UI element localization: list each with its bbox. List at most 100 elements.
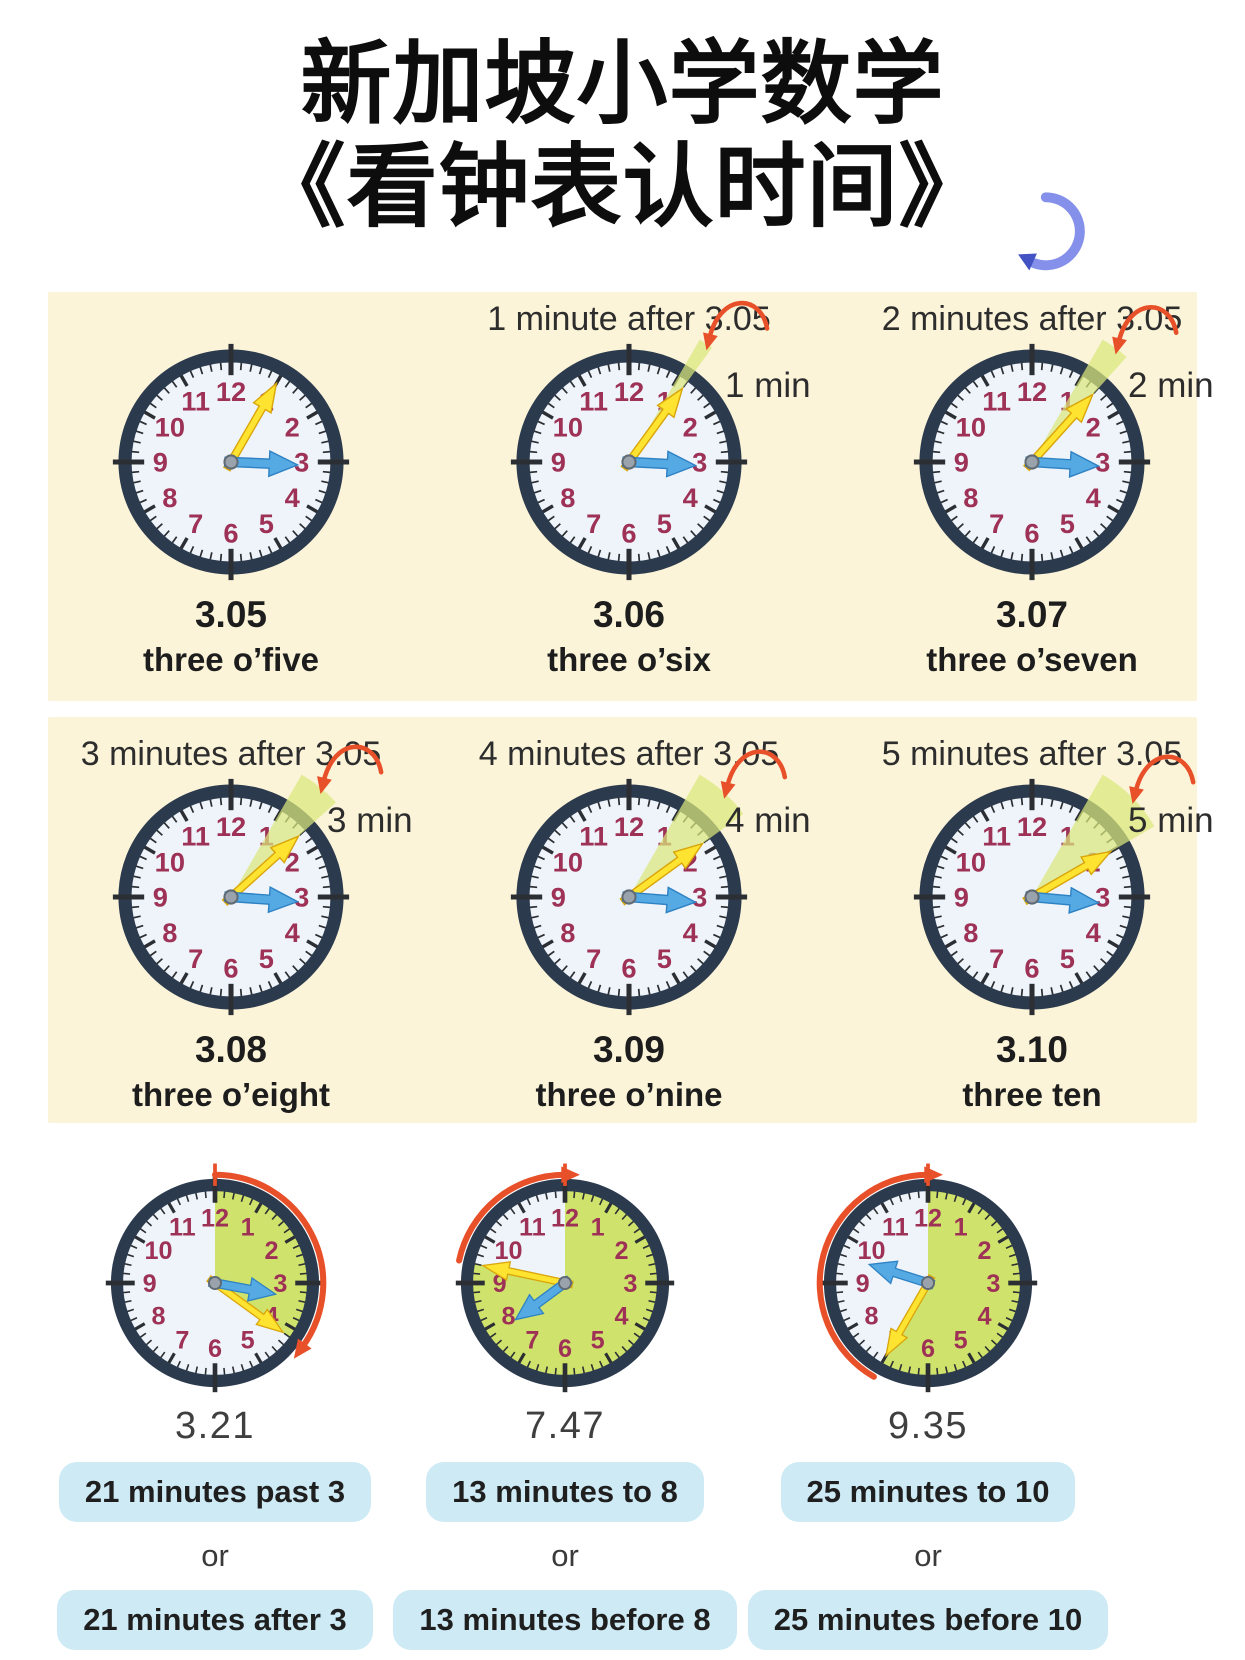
clock-numeral: 3 [294,882,309,913]
clock-numeral: 5 [591,1326,605,1354]
clock-numeral: 12 [914,1205,942,1233]
clock-numeral: 10 [155,411,185,442]
clock-numeral: 6 [1024,952,1039,983]
time-words: three o’six [547,641,711,678]
clock-numeral: 6 [558,1335,572,1363]
clock-numeral: 7 [989,943,1004,974]
time-words: three o’eight [131,1076,331,1113]
clock-numeral: 6 [223,517,238,548]
clock-numeral: 11 [982,385,1011,416]
center-pin [921,1276,935,1290]
clock-numeral: 10 [494,1237,522,1265]
clock-numeral: 7 [525,1326,539,1354]
clock-numeral: 10 [144,1237,172,1265]
clock-numeral: 8 [560,482,575,513]
clock-numeral: 9 [954,882,969,913]
clock-numeral: 9 [551,447,566,478]
clock-numeral: 11 [982,820,1011,851]
clock-numeral: 2 [978,1237,992,1265]
clock-numeral: 3 [692,447,707,478]
clock-numeral: 5 [1060,943,1075,974]
clock-numeral: 4 [978,1303,992,1331]
clock-numeral: 4 [285,917,301,948]
clock-header: 2 minutes after 3.05 [881,300,1183,338]
clock-numeral: 4 [615,1303,629,1331]
clock-numeral: 3 [692,882,707,913]
clock-numeral: 8 [963,482,978,513]
time-label: 3.21 [175,1405,255,1447]
clock-numeral: 12 [614,811,644,842]
clock-numeral: 9 [551,882,566,913]
clock-numeral: 9 [153,882,168,913]
clock-numeral: 8 [864,1303,878,1331]
center-pin [558,1276,572,1290]
clock-numeral: 2 [285,411,300,442]
clock-numeral: 7 [586,508,601,539]
time-label: 9.35 [888,1405,968,1447]
clock-numeral: 8 [560,917,575,948]
time-words: three ten [962,1076,1102,1113]
pointer-arrow [725,749,788,789]
page-title-line-2: 《看钟表认时间》 [254,136,991,238]
minutes-wedge [231,774,337,897]
phrase-badge-primary: 21 minutes past 3 [58,1462,372,1522]
clock-numeral: 9 [954,447,969,478]
phrase-badge-primary: 25 minutes to 10 [780,1462,1076,1522]
elapsed-sector [881,1190,1021,1376]
clock-numeral: 12 [614,376,644,407]
clock-numeral: 5 [954,1326,968,1354]
clock-numeral: 6 [223,952,238,983]
page-title: 新加坡小学数学 《看钟表认时间》 [0,34,1245,240]
pointer-arrow [1116,305,1179,345]
pointer-arrow [1133,754,1196,794]
clock-numeral: 5 [259,943,274,974]
phrase-badge-alternate: 25 minutes before 10 [747,1590,1109,1650]
clock-numeral: 8 [162,917,177,948]
clock-numeral: 10 [553,411,583,442]
clock-numeral: 12 [216,811,246,842]
clock-numeral: 7 [188,508,203,539]
direction-arc [456,1171,569,1264]
center-pin [223,454,239,470]
minutes-wedge [1032,774,1155,897]
rotate-clockwise-arrow-icon [1018,192,1085,271]
clock-numeral: 9 [856,1270,870,1298]
or-label: or [914,1538,942,1573]
clock-header: 4 minutes after 3.05 [478,735,780,773]
center-pin [1024,454,1040,470]
clock-numeral: 8 [151,1303,165,1331]
time-label: 3.05 [194,594,267,635]
clock-numeral: 11 [882,1213,909,1241]
clock-numeral: 1 [591,1213,605,1241]
clock-numeral: 12 [551,1205,579,1233]
clock-numeral: 11 [169,1213,196,1241]
clock-numeral: 11 [181,820,210,851]
center-pin [621,454,637,470]
clock-numeral: 5 [259,508,274,539]
clock-numeral: 12 [216,376,246,407]
minutes-annotation: 5 min [1128,801,1214,840]
elapsed-sector [215,1190,308,1338]
pointer-arrow [707,300,770,340]
clock-numeral: 10 [553,846,583,877]
clock-numeral: 2 [615,1237,629,1265]
